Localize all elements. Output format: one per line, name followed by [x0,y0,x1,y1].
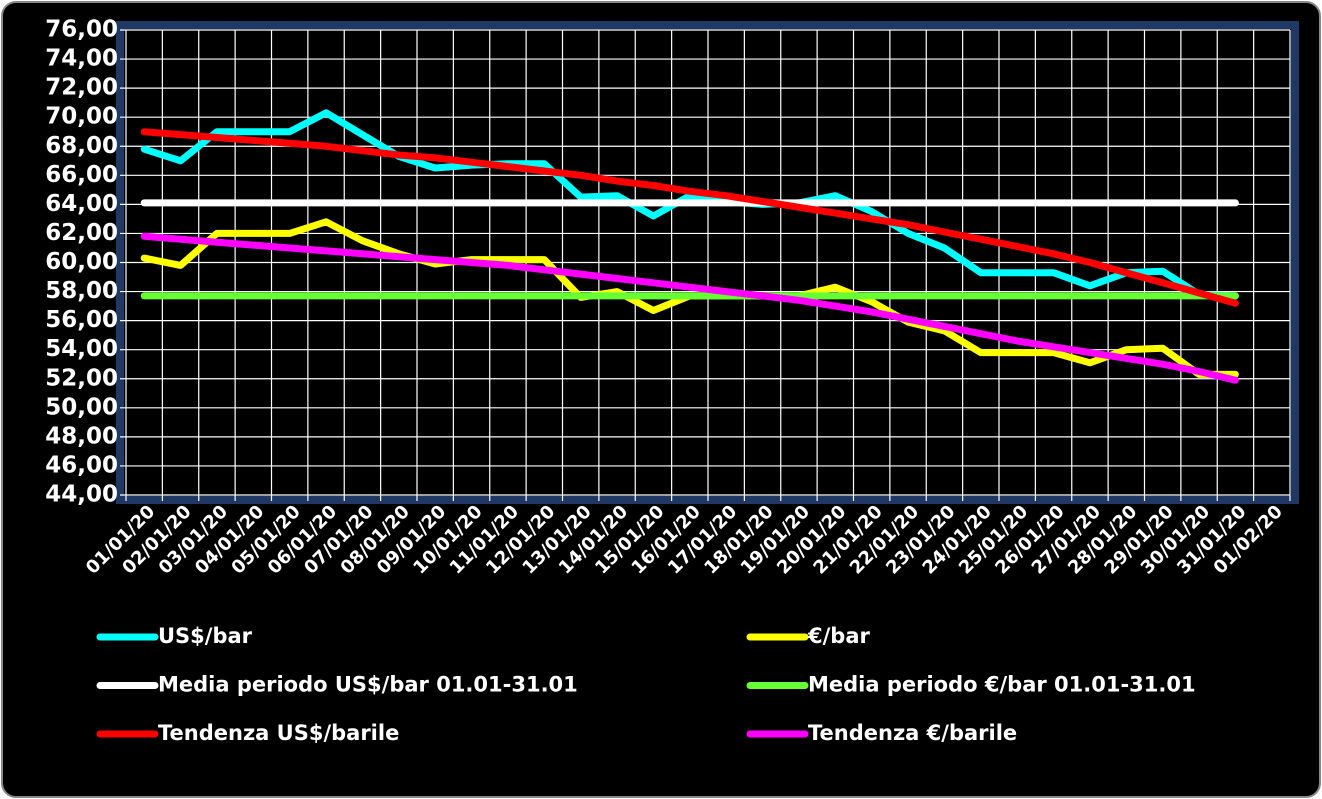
y-tick-label: 62,00 [45,220,118,246]
y-tick-label: 56,00 [45,307,118,333]
y-tick-label: 60,00 [45,249,118,275]
y-tick-label: 64,00 [45,191,118,217]
y-tick-label: 74,00 [45,46,118,72]
legend-label: Media periodo €/bar 01.01-31.01 [808,673,1196,697]
y-tick-label: 54,00 [45,336,118,362]
legend-label: US$/bar [158,624,253,648]
y-tick-label: 58,00 [45,278,118,304]
y-tick-label: 48,00 [45,423,118,449]
y-tick-label: 70,00 [45,104,118,130]
legend-label: Tendenza €/barile [808,721,1017,745]
y-tick-label: 72,00 [45,75,118,101]
y-tick-label: 52,00 [45,365,118,391]
legend-label: €/bar [807,624,870,648]
series-line [140,128,1239,307]
series-line [140,109,1239,300]
y-tick-label: 76,00 [45,17,118,43]
y-tick-label: 44,00 [45,482,118,508]
y-tick-label: 46,00 [45,452,118,478]
y-tick-label: 50,00 [45,394,118,420]
y-tick-label: 66,00 [45,162,118,188]
legend-label: Tendenza US$/barile [158,721,399,745]
legend-label: Media periodo US$/bar 01.01-31.01 [158,673,578,697]
series-line [140,232,1239,384]
y-tick-label: 68,00 [45,133,118,159]
